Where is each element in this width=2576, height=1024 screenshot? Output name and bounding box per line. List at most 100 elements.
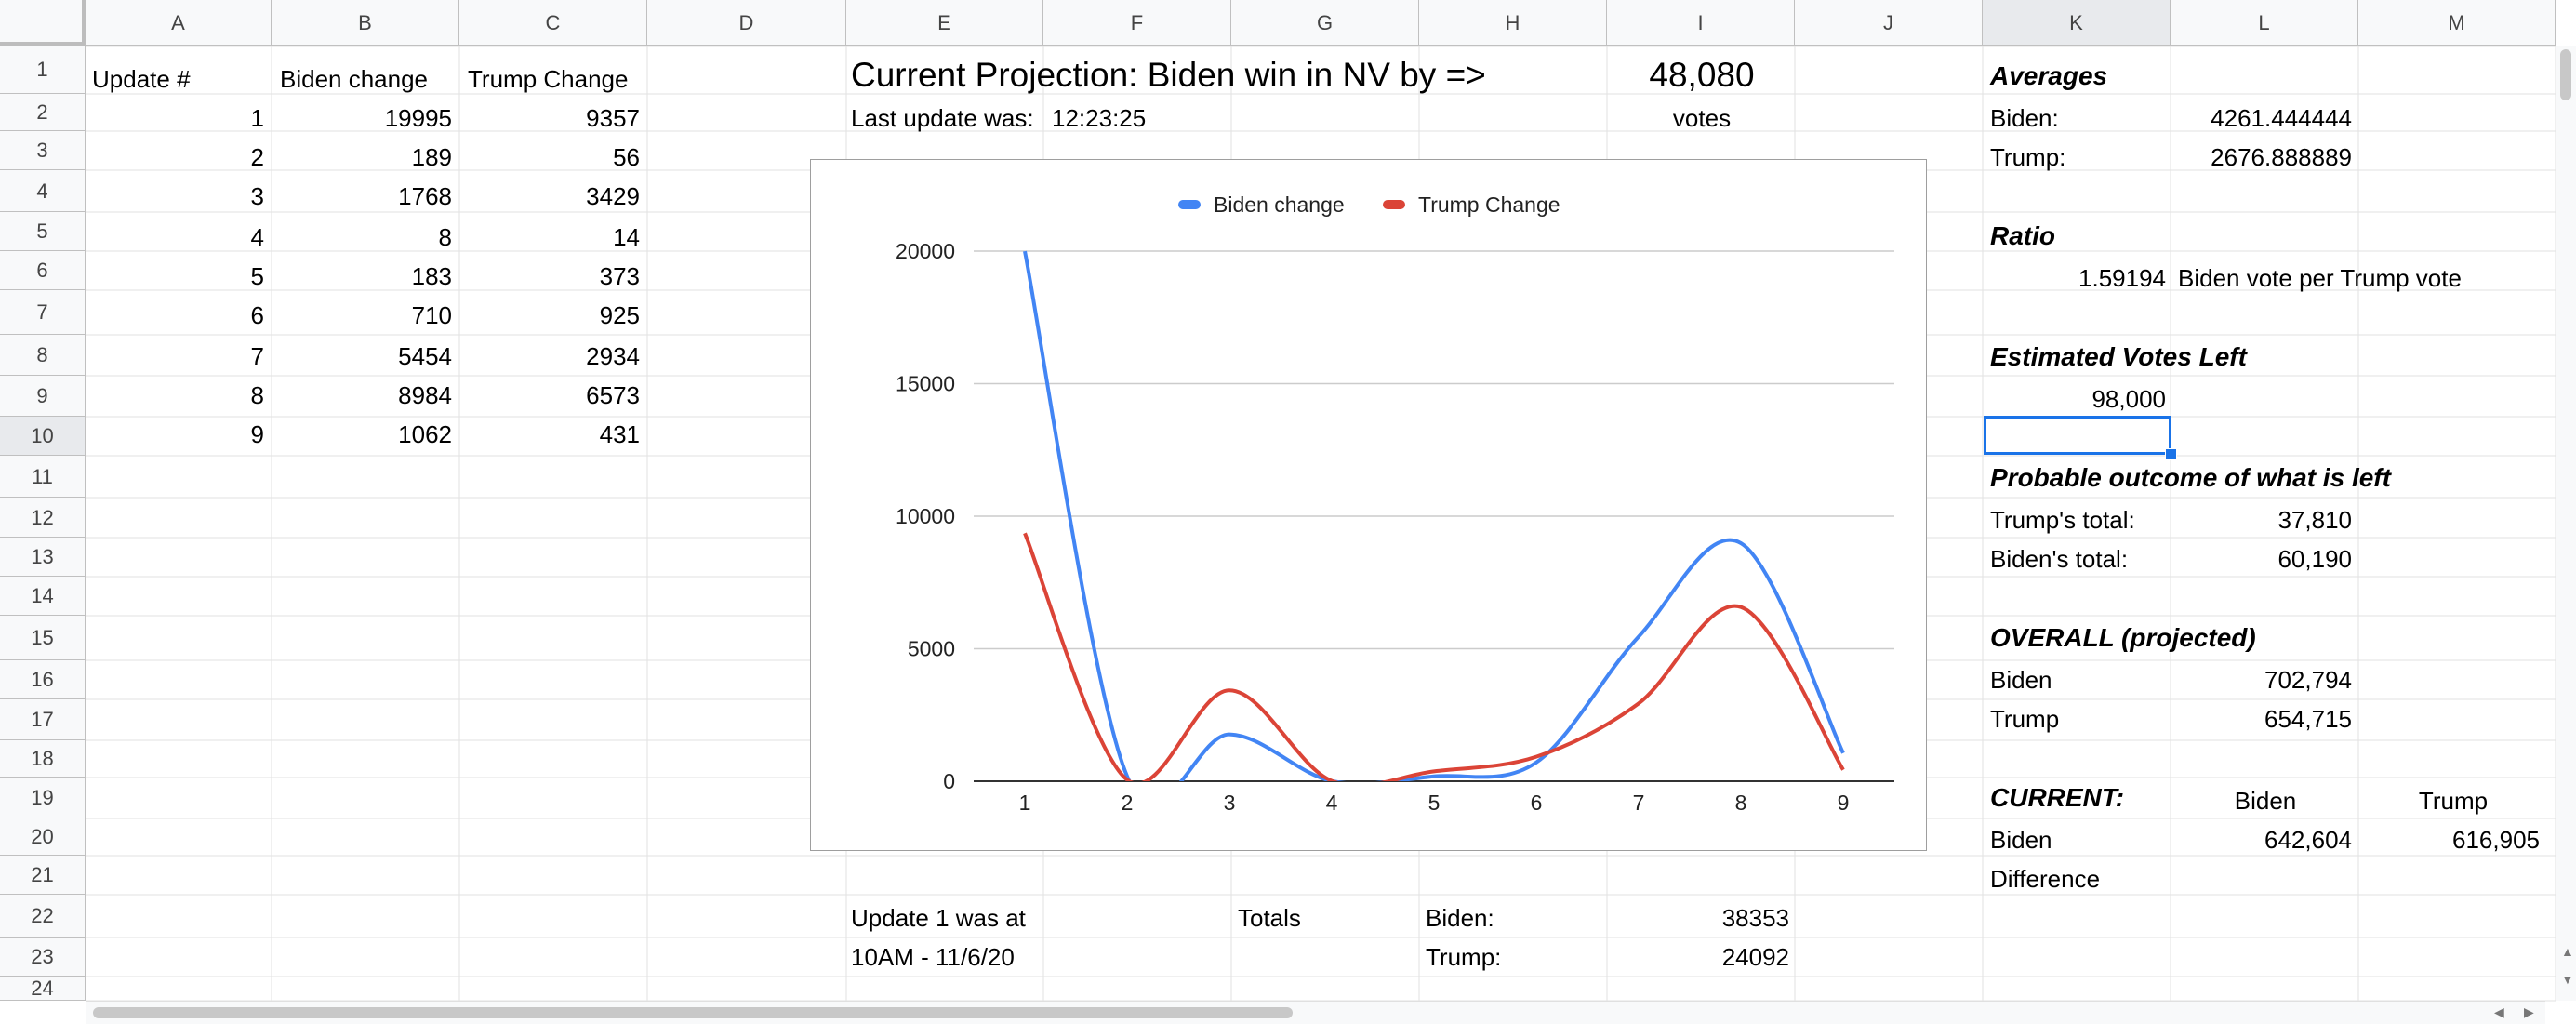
probable-trump-value[interactable]: 37,810 — [2172, 508, 2352, 532]
column-header-i[interactable]: I — [1607, 0, 1795, 46]
table-cell-trump-change[interactable]: 2934 — [461, 344, 640, 368]
row-header-9[interactable]: 9 — [0, 376, 86, 417]
table-cell-biden-change[interactable]: 1768 — [273, 184, 452, 208]
table-cell-update-number[interactable]: 5 — [87, 264, 264, 288]
header-biden-change[interactable]: Biden change — [280, 67, 428, 91]
last-update-time[interactable]: 12:23:25 — [1052, 106, 1146, 130]
table-cell-trump-change[interactable]: 9357 — [461, 106, 640, 130]
column-header-l[interactable]: L — [2171, 0, 2358, 46]
column-header-f[interactable]: F — [1043, 0, 1231, 46]
table-cell-update-number[interactable]: 3 — [87, 184, 264, 208]
current-col-biden[interactable]: Biden — [2172, 789, 2358, 813]
projection-unit[interactable]: votes — [1609, 106, 1795, 130]
update1-time[interactable]: 10AM - 11/6/20 — [851, 945, 1015, 969]
table-cell-biden-change[interactable]: 189 — [273, 145, 452, 169]
ratio-description[interactable]: Biden vote per Trump vote — [2178, 266, 2462, 290]
row-header-24[interactable]: 24 — [0, 977, 86, 1001]
series-line-trump[interactable] — [1025, 533, 1843, 785]
column-header-g[interactable]: G — [1231, 0, 1419, 46]
series-line-biden[interactable] — [1025, 251, 1843, 804]
column-header-j[interactable]: J — [1795, 0, 1983, 46]
horizontal-scrollbar[interactable]: ◀ ▶ — [86, 1001, 2545, 1024]
row-header-23[interactable]: 23 — [0, 938, 86, 977]
table-cell-update-number[interactable]: 9 — [87, 422, 264, 446]
totals-biden-value[interactable]: 38353 — [1610, 906, 1789, 930]
table-cell-trump-change[interactable]: 56 — [461, 145, 640, 169]
probable-biden-value[interactable]: 60,190 — [2172, 547, 2352, 571]
table-cell-biden-change[interactable]: 5454 — [273, 344, 452, 368]
row-header-10[interactable]: 10 — [0, 417, 86, 456]
header-trump-change[interactable]: Trump Change — [468, 67, 628, 91]
projection-title[interactable]: Current Projection: Biden win in NV by =… — [851, 58, 1486, 92]
row-header-6[interactable]: 6 — [0, 251, 86, 290]
probable-outcome-label[interactable]: Probable outcome of what is left — [1990, 465, 2391, 491]
column-header-k[interactable]: K — [1983, 0, 2171, 46]
update1-label[interactable]: Update 1 was at — [851, 906, 1026, 930]
scroll-right-icon[interactable]: ▶ — [2524, 1004, 2534, 1020]
column-header-d[interactable]: D — [647, 0, 846, 46]
row-header-4[interactable]: 4 — [0, 170, 86, 212]
horizontal-scroll-thumb[interactable] — [93, 1007, 1293, 1018]
table-cell-update-number[interactable]: 6 — [87, 303, 264, 327]
avg-biden-value[interactable]: 4261.444444 — [2172, 106, 2352, 130]
current-col-trump[interactable]: Trump — [2360, 789, 2546, 813]
last-update-label[interactable]: Last update was: — [851, 106, 1034, 130]
ratio-label[interactable]: Ratio — [1990, 223, 2055, 249]
row-header-14[interactable]: 14 — [0, 577, 86, 616]
table-cell-trump-change[interactable]: 431 — [461, 422, 640, 446]
row-header-21[interactable]: 21 — [0, 856, 86, 895]
column-header-c[interactable]: C — [459, 0, 647, 46]
row-header-15[interactable]: 15 — [0, 616, 86, 660]
current-label[interactable]: CURRENT: — [1990, 785, 2124, 811]
row-header-11[interactable]: 11 — [0, 456, 86, 498]
estimated-votes-left-label[interactable]: Estimated Votes Left — [1990, 344, 2247, 370]
fill-handle[interactable] — [2165, 448, 2177, 460]
vertical-scrollbar[interactable]: ▲ ▼ — [2556, 46, 2576, 1001]
row-header-22[interactable]: 22 — [0, 895, 86, 938]
row-header-20[interactable]: 20 — [0, 818, 86, 856]
table-cell-biden-change[interactable]: 710 — [273, 303, 452, 327]
row-header-12[interactable]: 12 — [0, 498, 86, 538]
table-cell-biden-change[interactable]: 8984 — [273, 383, 452, 407]
overall-biden-label[interactable]: Biden — [1990, 668, 2052, 692]
totals-biden-label[interactable]: Biden: — [1426, 906, 1494, 930]
totals-label[interactable]: Totals — [1238, 906, 1301, 930]
scroll-down-icon[interactable]: ▼ — [2561, 972, 2574, 987]
table-cell-biden-change[interactable]: 8 — [273, 225, 452, 249]
table-cell-trump-change[interactable]: 3429 — [461, 184, 640, 208]
row-header-13[interactable]: 13 — [0, 538, 86, 577]
overall-biden-value[interactable]: 702,794 — [2172, 668, 2352, 692]
table-cell-update-number[interactable]: 7 — [87, 344, 264, 368]
totals-trump-label[interactable]: Trump: — [1426, 945, 1501, 969]
table-cell-update-number[interactable]: 8 — [87, 383, 264, 407]
ratio-value[interactable]: 1.59194 — [1986, 266, 2166, 290]
table-cell-trump-change[interactable]: 6573 — [461, 383, 640, 407]
current-trump-value[interactable]: 616,905 — [2360, 828, 2540, 852]
row-header-3[interactable]: 3 — [0, 131, 86, 170]
table-cell-biden-change[interactable]: 1062 — [273, 422, 452, 446]
table-cell-update-number[interactable]: 4 — [87, 225, 264, 249]
column-header-h[interactable]: H — [1419, 0, 1607, 46]
avg-biden-label[interactable]: Biden: — [1990, 106, 2059, 130]
row-header-19[interactable]: 19 — [0, 778, 86, 818]
overall-projected-label[interactable]: OVERALL (projected) — [1990, 625, 2256, 651]
vertical-scroll-thumb[interactable] — [2560, 49, 2571, 100]
estimated-votes-left-value[interactable]: 98,000 — [1986, 387, 2166, 411]
table-cell-trump-change[interactable]: 14 — [461, 225, 640, 249]
totals-trump-value[interactable]: 24092 — [1610, 945, 1789, 969]
avg-trump-value[interactable]: 2676.888889 — [2172, 145, 2352, 169]
difference-label[interactable]: Difference — [1990, 867, 2100, 891]
current-biden-value[interactable]: 642,604 — [2172, 828, 2352, 852]
column-header-m[interactable]: M — [2358, 0, 2556, 46]
row-header-2[interactable]: 2 — [0, 94, 86, 131]
probable-biden-label[interactable]: Biden's total: — [1990, 547, 2128, 571]
averages-label[interactable]: Averages — [1990, 63, 2107, 89]
current-row-biden[interactable]: Biden — [1990, 828, 2052, 852]
table-cell-update-number[interactable]: 2 — [87, 145, 264, 169]
table-cell-biden-change[interactable]: 19995 — [273, 106, 452, 130]
row-header-5[interactable]: 5 — [0, 212, 86, 251]
overall-trump-label[interactable]: Trump — [1990, 707, 2059, 731]
column-header-a[interactable]: A — [86, 0, 272, 46]
table-cell-update-number[interactable]: 1 — [87, 106, 264, 130]
